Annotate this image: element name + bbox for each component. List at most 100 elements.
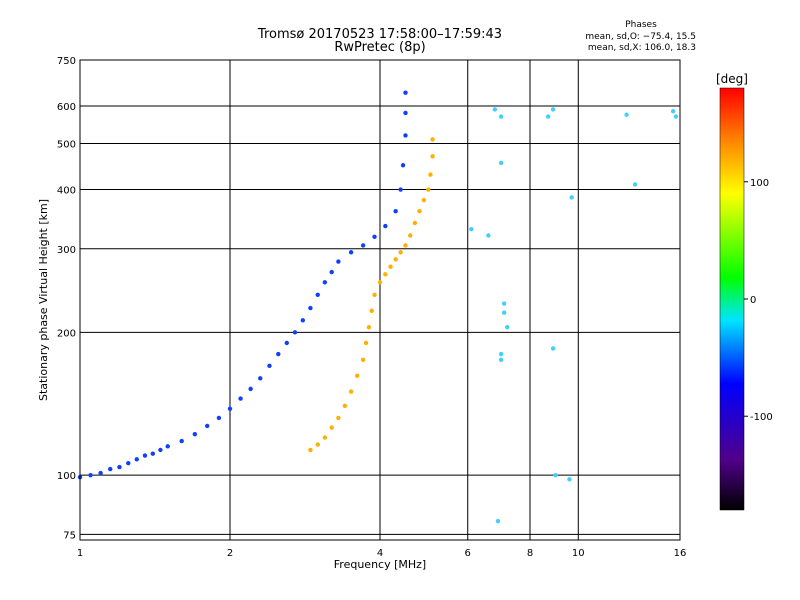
data-point bbox=[673, 114, 679, 119]
data-point bbox=[504, 325, 510, 330]
data-point bbox=[498, 351, 504, 357]
y-tick-label: 400 bbox=[57, 186, 76, 197]
data-point bbox=[204, 423, 210, 429]
data-point bbox=[670, 108, 676, 114]
data-point bbox=[632, 182, 638, 187]
chart-points bbox=[77, 90, 679, 524]
plot-frame bbox=[79, 59, 681, 541]
data-point bbox=[383, 272, 388, 277]
data-point bbox=[308, 447, 313, 453]
data-point bbox=[498, 357, 504, 363]
data-point bbox=[501, 301, 507, 306]
data-point bbox=[363, 340, 369, 346]
data-point bbox=[348, 250, 354, 255]
data-point bbox=[400, 163, 406, 168]
data-point bbox=[492, 107, 498, 112]
data-point bbox=[150, 451, 156, 456]
data-point bbox=[469, 226, 474, 232]
data-point bbox=[336, 259, 341, 264]
data-point bbox=[267, 363, 272, 369]
data-point bbox=[403, 243, 408, 248]
data-point bbox=[412, 220, 418, 226]
colorbar bbox=[719, 87, 745, 511]
phase-stats-o: mean, sd,O: −75.4, 15.5 bbox=[585, 32, 696, 42]
data-point bbox=[315, 442, 320, 447]
data-point bbox=[366, 325, 372, 330]
x-tick-label: 8 bbox=[527, 548, 533, 559]
data-point bbox=[342, 403, 348, 409]
data-point bbox=[567, 477, 572, 482]
data-point bbox=[300, 318, 306, 323]
data-point bbox=[388, 264, 393, 269]
data-point bbox=[550, 107, 556, 112]
colorbar-tick-label: 0 bbox=[750, 295, 756, 306]
data-point bbox=[550, 346, 556, 351]
x-tick-label: 2 bbox=[227, 548, 233, 559]
data-point bbox=[238, 396, 243, 401]
data-point bbox=[284, 340, 289, 346]
data-point bbox=[498, 160, 504, 166]
data-point bbox=[398, 250, 403, 255]
colorbar-label: [deg] bbox=[716, 72, 748, 86]
data-point bbox=[165, 444, 170, 449]
x-tick-label: 10 bbox=[572, 548, 585, 559]
data-point bbox=[329, 269, 334, 275]
data-point bbox=[408, 233, 413, 238]
data-point bbox=[292, 330, 298, 335]
data-point bbox=[142, 453, 148, 458]
colorbar-ticks: -100 0 100 bbox=[744, 178, 773, 423]
x-axis-label: Frequency [MHz] bbox=[334, 558, 426, 571]
data-point bbox=[545, 114, 551, 119]
x-tick-label: 1 bbox=[77, 548, 83, 559]
data-point bbox=[421, 197, 427, 203]
data-point bbox=[227, 406, 233, 411]
data-point bbox=[393, 257, 398, 262]
data-point bbox=[403, 90, 408, 95]
data-point bbox=[315, 292, 320, 297]
y-tick-labels: 75 100 200 300 400 500 600 750 bbox=[57, 56, 76, 541]
x-tick-label: 16 bbox=[674, 548, 687, 559]
data-point bbox=[417, 209, 422, 214]
data-point bbox=[308, 305, 313, 311]
data-point bbox=[117, 464, 122, 470]
x-tick-labels: 1 2 4 6 8 10 16 bbox=[77, 548, 687, 559]
y-axis-label: Stationary phase Virtual Height [km] bbox=[37, 199, 50, 401]
phase-stats-x: mean, sd,X: 106.0, 18.3 bbox=[587, 43, 696, 53]
colorbar-tick-label: -100 bbox=[750, 412, 773, 423]
x-tick-label: 4 bbox=[377, 548, 383, 559]
data-point bbox=[553, 472, 558, 478]
data-point bbox=[354, 373, 360, 378]
data-point bbox=[398, 187, 403, 192]
data-point bbox=[383, 223, 388, 229]
data-point bbox=[276, 351, 281, 357]
data-point bbox=[569, 195, 574, 200]
data-point bbox=[372, 292, 377, 297]
phases-title: Phases bbox=[625, 20, 657, 30]
data-point bbox=[108, 466, 113, 472]
data-point bbox=[248, 386, 253, 392]
data-point bbox=[360, 357, 366, 363]
data-point bbox=[624, 112, 629, 117]
data-point bbox=[393, 209, 398, 214]
data-point bbox=[377, 280, 383, 285]
colorbar-tick-label: 100 bbox=[750, 178, 769, 189]
data-point bbox=[322, 280, 328, 285]
data-point bbox=[126, 460, 131, 466]
y-tick-label: 300 bbox=[57, 245, 76, 256]
chart-grid bbox=[80, 60, 680, 540]
data-point bbox=[158, 447, 163, 453]
data-point bbox=[134, 457, 139, 462]
data-point bbox=[428, 172, 433, 177]
data-point bbox=[426, 187, 431, 192]
data-point bbox=[258, 376, 263, 381]
data-point bbox=[498, 114, 504, 119]
y-tick-label: 75 bbox=[63, 530, 76, 541]
data-point bbox=[329, 425, 334, 430]
y-tick-label: 100 bbox=[57, 471, 76, 482]
data-point bbox=[430, 137, 435, 142]
data-point bbox=[501, 310, 507, 315]
data-point bbox=[495, 518, 501, 524]
data-point bbox=[179, 438, 184, 444]
data-point bbox=[216, 415, 222, 421]
